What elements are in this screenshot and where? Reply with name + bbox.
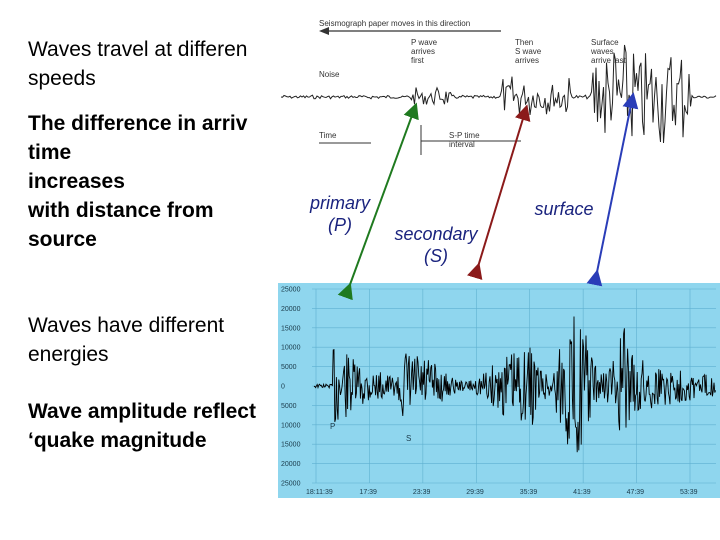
text-line: Waves travel at differen bbox=[28, 38, 248, 61]
time-label: Time bbox=[319, 131, 337, 140]
text-line: increases bbox=[28, 170, 125, 193]
y-tick-label: 5000 bbox=[281, 364, 297, 371]
text-line: time bbox=[28, 141, 72, 164]
p-label-line: P wave bbox=[411, 38, 438, 47]
text-block-arrival-time: The difference in arriv time increases w… bbox=[28, 109, 247, 254]
text-line: with distance from bbox=[28, 199, 214, 222]
text-block-energies: Waves have different energies bbox=[28, 311, 224, 369]
text-line: source bbox=[28, 228, 97, 251]
seismograph-paper-diagram: Seismograph paper moves in this directio… bbox=[271, 15, 720, 180]
text-line: speeds bbox=[28, 67, 96, 90]
label-line: primary bbox=[309, 193, 370, 213]
y-tick-label: 15000 bbox=[281, 325, 301, 332]
y-tick-label: 20000 bbox=[281, 306, 301, 313]
x-tick-label: 47:39 bbox=[627, 489, 645, 496]
s-label-line: S wave bbox=[515, 47, 542, 56]
text-block-amplitude: Wave amplitude reflect ‘quake magnitude bbox=[28, 397, 256, 455]
y-tick-label: 15000 bbox=[281, 442, 301, 449]
p-label-line: arrives bbox=[411, 47, 435, 56]
seismogram-x-ticks: 18:11:39 17:39 23:39 29:39 35:39 41:39 47:39 53… bbox=[306, 489, 698, 496]
text-block-speeds: Waves travel at differen speeds bbox=[28, 35, 247, 93]
label-line: secondary bbox=[394, 224, 478, 244]
surface-label-line: arrive last bbox=[591, 56, 626, 65]
y-tick-label: 25000 bbox=[281, 481, 301, 488]
s-label-line: arrives bbox=[515, 56, 539, 65]
x-tick-label: 23:39 bbox=[413, 489, 431, 496]
paper-trace bbox=[280, 44, 717, 144]
y-tick-label: 5000 bbox=[281, 403, 297, 410]
seismogram-y-ticks: 25000 20000 15000 10000 5000 0 5000 10000 15000 2… bbox=[281, 287, 301, 488]
s-wave-label: Then S wave arrives bbox=[515, 38, 542, 65]
x-tick-label: 53:39 bbox=[680, 489, 698, 496]
surface-label-line: Surface bbox=[591, 38, 619, 47]
seismogram-grid bbox=[312, 288, 716, 484]
p-label-line: first bbox=[411, 56, 425, 65]
sp-label-line: interval bbox=[449, 140, 475, 149]
y-tick-label: 10000 bbox=[281, 345, 301, 352]
x-tick-label: 29:39 bbox=[466, 489, 484, 496]
text-line: ‘quake magnitude bbox=[28, 429, 207, 452]
seismogram-trace bbox=[313, 316, 717, 453]
s-marker: S bbox=[406, 434, 411, 443]
surface-label-line: waves bbox=[590, 47, 614, 56]
y-tick-label: 10000 bbox=[281, 422, 301, 429]
text-line: Waves have different bbox=[28, 314, 225, 337]
text-line: Wave amplitude reflect bbox=[28, 400, 256, 423]
primary-wave-label: primary (P) bbox=[302, 192, 378, 236]
text-line: The difference in arriv bbox=[28, 112, 248, 135]
p-wave-label: P wave arrives first bbox=[411, 38, 438, 65]
y-tick-label: 0 bbox=[281, 384, 285, 391]
seismogram-plot: 25000 20000 15000 10000 5000 0 5000 10000 15000 2… bbox=[278, 283, 720, 498]
direction-arrowhead bbox=[319, 27, 329, 35]
x-tick-label: 35:39 bbox=[520, 489, 538, 496]
x-tick-label: 17:39 bbox=[359, 489, 377, 496]
text-line: energies bbox=[28, 343, 109, 366]
sp-interval-label: S-P time interval bbox=[449, 131, 480, 149]
s-label-line: Then bbox=[515, 38, 533, 47]
label-line: (P) bbox=[328, 215, 352, 235]
secondary-wave-label: secondary (S) bbox=[388, 223, 484, 267]
noise-label: Noise bbox=[319, 70, 340, 79]
y-tick-label: 20000 bbox=[281, 461, 301, 468]
x-tick-label: 41:39 bbox=[573, 489, 591, 496]
label-line: surface bbox=[534, 199, 594, 219]
x-tick-label: 18:11:39 bbox=[306, 489, 333, 496]
label-line: (S) bbox=[424, 246, 448, 266]
sp-label-line: S-P time bbox=[449, 131, 480, 140]
surface-wave-label-text: surface bbox=[524, 198, 604, 220]
direction-caption: Seismograph paper moves in this directio… bbox=[319, 19, 470, 28]
y-tick-label: 25000 bbox=[281, 287, 301, 294]
p-marker: P bbox=[330, 422, 335, 431]
surface-wave-label: Surface waves arrive last bbox=[590, 38, 626, 65]
